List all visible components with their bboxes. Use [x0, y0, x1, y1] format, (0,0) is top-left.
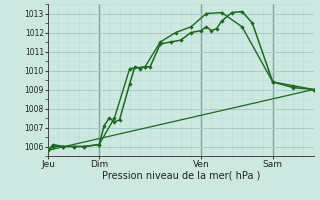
X-axis label: Pression niveau de la mer( hPa ): Pression niveau de la mer( hPa ) [102, 171, 260, 181]
